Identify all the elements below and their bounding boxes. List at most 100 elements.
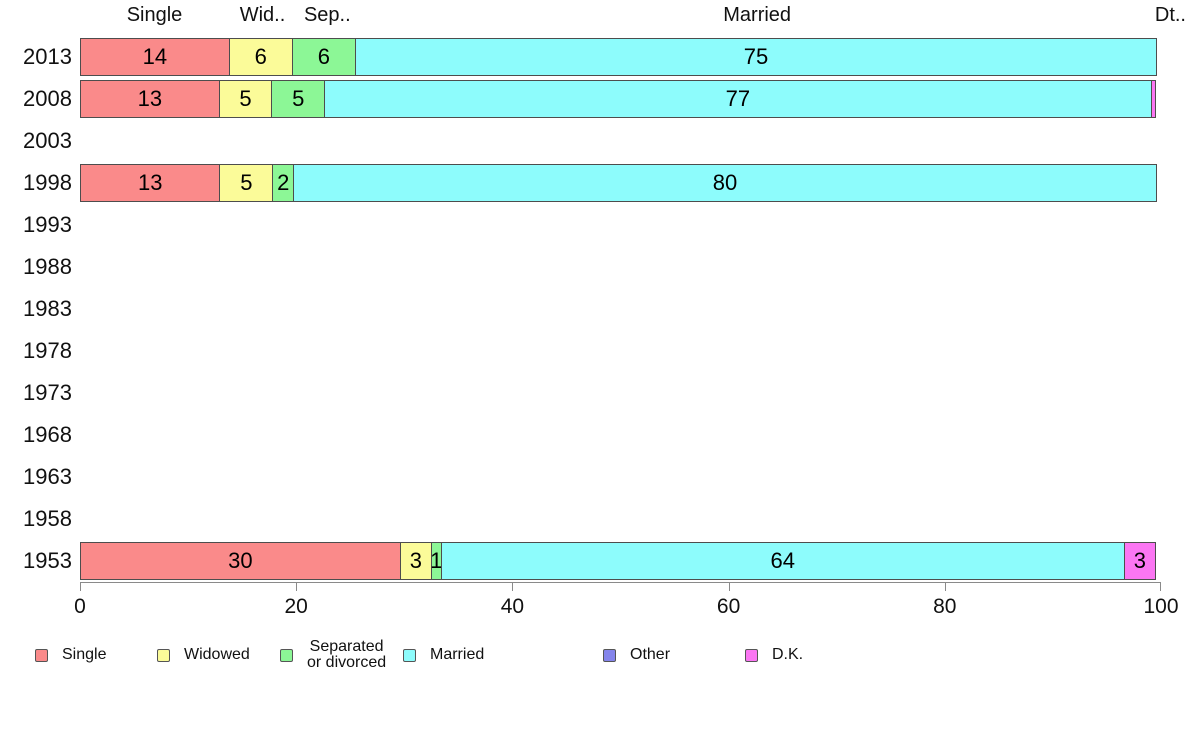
axis-tick [296,582,298,591]
table-row: 1978 [23,330,1160,372]
legend-item-other: Other [603,638,670,672]
axis-tick-label: 20 [284,595,308,618]
bar-segment-widowed: 5 [218,80,273,118]
segment-value-label: 5 [240,170,253,195]
legend-label: Separated or divorced [307,638,387,671]
bar-segment-married: 64 [440,542,1125,580]
stacked-bar-1953: 30 3 1 64 3 [80,542,1160,580]
axis-tick [512,582,514,591]
axis-tick-label: 40 [500,595,525,618]
segment-value-label: 64 [770,548,795,573]
bar-segment-single: 14 [80,38,230,76]
legend-swatch [35,648,48,662]
table-row: 1968 [23,414,1160,456]
segment-value-label: 5 [239,86,252,111]
year-label: 2008 [23,86,72,111]
table-row: 2008 13 5 5 77 [23,78,1160,120]
bar-segment-d-k-: 3 [1123,542,1156,580]
segment-value-label: 75 [743,44,769,69]
segment-value-label: 3 [409,548,422,573]
table-row: 1988 [23,246,1160,288]
year-label: 1998 [23,170,72,195]
year-label: 1993 [23,212,72,237]
stacked-bar-2013: 14 6 6 75 [80,38,1160,76]
table-row: 2013 14 6 6 75 [23,36,1160,78]
segment-value-label: 13 [137,170,163,195]
legend-label: Married [430,646,485,663]
table-row: 1953 30 3 1 64 3 [23,540,1160,582]
year-label: 1983 [23,296,72,321]
x-axis-line [80,582,1161,583]
legend: Single Widowed Separated or divorced Married… [0,638,1188,672]
bar-segment-single: 13 [80,80,220,118]
legend-swatch [280,648,293,662]
table-row: 1993 [23,204,1160,246]
legend-item-single: Single [35,638,106,672]
axis-tick-label: 60 [716,595,741,618]
legend-label: Single [62,646,107,663]
year-label: 1968 [23,422,72,447]
bar-segment-separated-or-divorced: 6 [291,38,356,76]
legend-swatch [745,648,758,662]
year-label: 1988 [23,254,72,279]
bar-segment-widowed: 5 [219,164,274,202]
table-row: 1983 [23,288,1160,330]
axis-tick [944,582,946,591]
axis-tick-label: 80 [933,595,957,618]
table-row: 2003 [23,120,1160,162]
axis-tick-label: 0 [74,595,86,618]
axis-tick [1160,582,1161,591]
column-header-1: Single [126,4,183,26]
legend-swatch [403,648,416,662]
table-row: 1998 13 5 2 80 [23,162,1160,204]
column-header-2: Wid.. [239,4,286,26]
year-label: 1953 [23,548,72,573]
column-headers: Single Wid.. Sep.. Married Dt.. [80,4,1186,32]
year-label: 1978 [23,338,72,363]
segment-value-label: 2 [277,170,290,195]
table-row: 1973 [23,372,1160,414]
segment-value-label: 77 [725,86,751,111]
bar-segment-married: 75 [355,38,1157,76]
year-label: 2013 [23,44,72,69]
legend-label: Other [630,646,671,663]
stacked-bar-2008: 13 5 5 77 [80,80,1160,118]
segment-value-label: 6 [254,44,267,69]
bar-segment-widowed: 6 [228,38,293,76]
axis-tick-label: 100 [1143,595,1179,618]
year-label: 1958 [23,506,72,531]
bar-segment-d-k- [1150,80,1156,118]
table-row: 1958 [23,498,1160,540]
segment-value-label: 5 [292,86,305,111]
segment-value-label: 30 [228,548,253,573]
bar-segment-married: 77 [324,80,1152,118]
chart-rows: 2013 14 6 6 75 2008 13 5 5 77 2003 1998 13 5 2 80 1993 19… [23,36,1160,582]
legend-item-separated-or-divorced: Separated or divorced [280,638,386,672]
segment-value-label: 3 [1133,548,1147,573]
stacked-bar-1998: 13 5 2 80 [80,164,1160,202]
column-header-3: Sep.. [303,4,351,26]
axis-tick [80,582,81,591]
bar-segment-separated-or-divorced: 5 [271,80,326,118]
year-label: 2003 [23,128,72,153]
table-row: 1963 [23,456,1160,498]
legend-item-d-k-: D.K. [745,638,803,672]
segment-value-label: 14 [142,44,168,69]
bar-segment-widowed: 3 [399,542,432,580]
bar-segment-single: 13 [80,164,221,202]
legend-item-married: Married [403,638,484,672]
bar-segment-separated-or-divorced: 2 [272,164,294,202]
legend-swatch [157,648,170,662]
column-header-5: Dt.. [1154,4,1186,26]
legend-swatch [603,648,616,662]
segment-value-label: 80 [712,170,738,195]
legend-label: D.K. [772,646,804,663]
bar-segment-married: 80 [292,164,1157,202]
legend-label: Widowed [184,646,250,663]
segment-value-label: 13 [137,86,163,111]
segment-value-label: 1 [430,548,443,573]
column-header-4: Married [723,4,792,26]
year-label: 1963 [23,464,72,489]
axis-tick [728,582,730,591]
